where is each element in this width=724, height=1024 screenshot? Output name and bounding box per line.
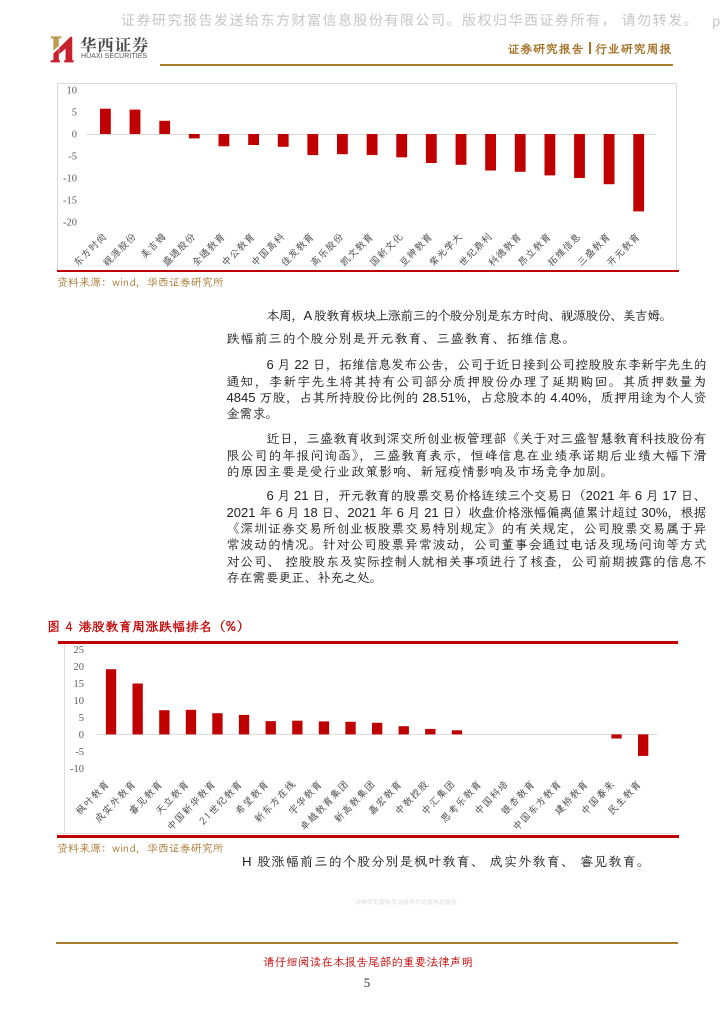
svg-text:-15: -15: [63, 196, 77, 207]
svg-text:20: 20: [74, 662, 85, 673]
svg-text:10: 10: [74, 696, 85, 707]
svg-text:-20: -20: [63, 218, 77, 229]
svg-text:-5: -5: [68, 152, 77, 163]
svg-text:-10: -10: [63, 174, 77, 185]
svg-text:5: 5: [79, 713, 84, 724]
svg-text:10: 10: [67, 86, 78, 97]
svg-text:0: 0: [79, 730, 84, 741]
svg-text:0: 0: [72, 130, 77, 141]
svg-text:5: 5: [72, 108, 77, 119]
svg-text:15: 15: [74, 679, 85, 690]
svg-text:-10: -10: [70, 764, 84, 775]
svg-text:-5: -5: [75, 747, 84, 758]
svg-text:25: 25: [74, 645, 85, 656]
